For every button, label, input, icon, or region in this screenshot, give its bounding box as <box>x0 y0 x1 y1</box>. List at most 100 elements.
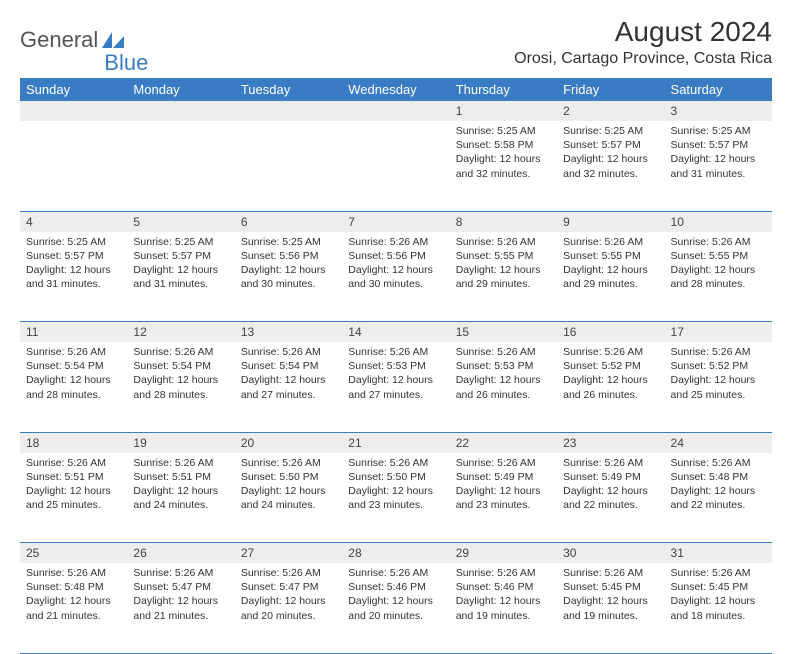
day-number-cell: 6 <box>235 211 342 232</box>
weekday-header: Thursday <box>450 78 557 101</box>
day-cell <box>342 121 449 211</box>
sunset-line: Sunset: 5:57 PM <box>133 249 228 263</box>
day-content-row: Sunrise: 5:26 AMSunset: 5:54 PMDaylight:… <box>20 342 772 432</box>
day-number-cell: 17 <box>665 322 772 343</box>
day-cell: Sunrise: 5:26 AMSunset: 5:52 PMDaylight:… <box>557 342 664 432</box>
day-cell: Sunrise: 5:26 AMSunset: 5:54 PMDaylight:… <box>235 342 342 432</box>
day-cell-body: Sunrise: 5:26 AMSunset: 5:52 PMDaylight:… <box>557 342 664 408</box>
daylight-line: Daylight: 12 hours and 28 minutes. <box>26 373 121 401</box>
day-number-cell: 26 <box>127 543 234 564</box>
sunrise-line: Sunrise: 5:26 AM <box>348 235 443 249</box>
day-cell: Sunrise: 5:25 AMSunset: 5:57 PMDaylight:… <box>557 121 664 211</box>
daylight-line: Daylight: 12 hours and 27 minutes. <box>241 373 336 401</box>
day-cell <box>20 121 127 211</box>
sunrise-line: Sunrise: 5:25 AM <box>133 235 228 249</box>
sunrise-line: Sunrise: 5:25 AM <box>26 235 121 249</box>
day-number-cell: 16 <box>557 322 664 343</box>
sunset-line: Sunset: 5:56 PM <box>348 249 443 263</box>
daylight-line: Daylight: 12 hours and 21 minutes. <box>133 594 228 622</box>
daylight-line: Daylight: 12 hours and 31 minutes. <box>133 263 228 291</box>
sunrise-line: Sunrise: 5:25 AM <box>456 124 551 138</box>
sunset-line: Sunset: 5:54 PM <box>26 359 121 373</box>
day-cell: Sunrise: 5:26 AMSunset: 5:49 PMDaylight:… <box>450 453 557 543</box>
day-cell-body: Sunrise: 5:25 AMSunset: 5:57 PMDaylight:… <box>127 232 234 298</box>
daynum-row: 18192021222324 <box>20 432 772 453</box>
day-number-cell: 7 <box>342 211 449 232</box>
weekday-header-row: SundayMondayTuesdayWednesdayThursdayFrid… <box>20 78 772 101</box>
day-cell: Sunrise: 5:25 AMSunset: 5:57 PMDaylight:… <box>665 121 772 211</box>
weekday-header: Saturday <box>665 78 772 101</box>
day-cell-body: Sunrise: 5:26 AMSunset: 5:51 PMDaylight:… <box>20 453 127 519</box>
day-number-cell <box>20 101 127 121</box>
sunset-line: Sunset: 5:52 PM <box>563 359 658 373</box>
day-cell-body: Sunrise: 5:25 AMSunset: 5:58 PMDaylight:… <box>450 121 557 187</box>
sunrise-line: Sunrise: 5:25 AM <box>241 235 336 249</box>
weekday-header: Wednesday <box>342 78 449 101</box>
sunrise-line: Sunrise: 5:26 AM <box>133 456 228 470</box>
sunrise-line: Sunrise: 5:26 AM <box>456 345 551 359</box>
daylight-line: Daylight: 12 hours and 31 minutes. <box>26 263 121 291</box>
day-cell: Sunrise: 5:26 AMSunset: 5:46 PMDaylight:… <box>450 563 557 653</box>
daylight-line: Daylight: 12 hours and 28 minutes. <box>671 263 766 291</box>
day-cell: Sunrise: 5:26 AMSunset: 5:54 PMDaylight:… <box>127 342 234 432</box>
day-content-row: Sunrise: 5:25 AMSunset: 5:58 PMDaylight:… <box>20 121 772 211</box>
daylight-line: Daylight: 12 hours and 29 minutes. <box>563 263 658 291</box>
day-cell-body: Sunrise: 5:26 AMSunset: 5:48 PMDaylight:… <box>665 453 772 519</box>
sunset-line: Sunset: 5:51 PM <box>133 470 228 484</box>
daylight-line: Daylight: 12 hours and 32 minutes. <box>456 152 551 180</box>
day-number-cell: 3 <box>665 101 772 121</box>
sunrise-line: Sunrise: 5:26 AM <box>563 345 658 359</box>
day-cell: Sunrise: 5:26 AMSunset: 5:53 PMDaylight:… <box>342 342 449 432</box>
sunset-line: Sunset: 5:45 PM <box>563 580 658 594</box>
sunset-line: Sunset: 5:52 PM <box>671 359 766 373</box>
sunset-line: Sunset: 5:55 PM <box>671 249 766 263</box>
calendar-table: SundayMondayTuesdayWednesdayThursdayFrid… <box>20 78 772 654</box>
weekday-header: Sunday <box>20 78 127 101</box>
day-number-cell: 31 <box>665 543 772 564</box>
daynum-row: 25262728293031 <box>20 543 772 564</box>
calendar-body: 123Sunrise: 5:25 AMSunset: 5:58 PMDaylig… <box>20 101 772 653</box>
day-cell-body: Sunrise: 5:26 AMSunset: 5:53 PMDaylight:… <box>450 342 557 408</box>
daynum-row: 123 <box>20 101 772 121</box>
day-number-cell: 30 <box>557 543 664 564</box>
day-cell: Sunrise: 5:26 AMSunset: 5:48 PMDaylight:… <box>20 563 127 653</box>
sunrise-line: Sunrise: 5:26 AM <box>241 345 336 359</box>
day-cell-body: Sunrise: 5:26 AMSunset: 5:47 PMDaylight:… <box>127 563 234 629</box>
sunrise-line: Sunrise: 5:26 AM <box>133 566 228 580</box>
day-cell: Sunrise: 5:26 AMSunset: 5:51 PMDaylight:… <box>20 453 127 543</box>
day-cell: Sunrise: 5:25 AMSunset: 5:58 PMDaylight:… <box>450 121 557 211</box>
sunset-line: Sunset: 5:49 PM <box>456 470 551 484</box>
sunrise-line: Sunrise: 5:26 AM <box>26 456 121 470</box>
sunset-line: Sunset: 5:57 PM <box>671 138 766 152</box>
sunrise-line: Sunrise: 5:26 AM <box>133 345 228 359</box>
day-number-cell: 27 <box>235 543 342 564</box>
day-cell: Sunrise: 5:26 AMSunset: 5:45 PMDaylight:… <box>665 563 772 653</box>
day-content-row: Sunrise: 5:26 AMSunset: 5:48 PMDaylight:… <box>20 563 772 653</box>
daylight-line: Daylight: 12 hours and 19 minutes. <box>563 594 658 622</box>
weekday-header: Monday <box>127 78 234 101</box>
sunrise-line: Sunrise: 5:26 AM <box>563 235 658 249</box>
daylight-line: Daylight: 12 hours and 30 minutes. <box>348 263 443 291</box>
daylight-line: Daylight: 12 hours and 22 minutes. <box>563 484 658 512</box>
sunset-line: Sunset: 5:53 PM <box>456 359 551 373</box>
sunrise-line: Sunrise: 5:26 AM <box>241 566 336 580</box>
daylight-line: Daylight: 12 hours and 28 minutes. <box>133 373 228 401</box>
day-cell: Sunrise: 5:26 AMSunset: 5:55 PMDaylight:… <box>450 232 557 322</box>
day-cell: Sunrise: 5:26 AMSunset: 5:47 PMDaylight:… <box>235 563 342 653</box>
day-cell: Sunrise: 5:26 AMSunset: 5:50 PMDaylight:… <box>235 453 342 543</box>
day-cell: Sunrise: 5:26 AMSunset: 5:55 PMDaylight:… <box>665 232 772 322</box>
day-cell-body: Sunrise: 5:26 AMSunset: 5:49 PMDaylight:… <box>557 453 664 519</box>
daylight-line: Daylight: 12 hours and 24 minutes. <box>133 484 228 512</box>
day-number-cell: 18 <box>20 432 127 453</box>
day-cell-body: Sunrise: 5:26 AMSunset: 5:48 PMDaylight:… <box>20 563 127 629</box>
daylight-line: Daylight: 12 hours and 31 minutes. <box>671 152 766 180</box>
sunset-line: Sunset: 5:47 PM <box>241 580 336 594</box>
day-number-cell: 24 <box>665 432 772 453</box>
day-number-cell: 20 <box>235 432 342 453</box>
sunset-line: Sunset: 5:49 PM <box>563 470 658 484</box>
daylight-line: Daylight: 12 hours and 20 minutes. <box>241 594 336 622</box>
sunrise-line: Sunrise: 5:26 AM <box>563 456 658 470</box>
top-bar: General Blue August 2024 Orosi, Cartago … <box>20 16 772 68</box>
day-cell-body: Sunrise: 5:26 AMSunset: 5:47 PMDaylight:… <box>235 563 342 629</box>
sunset-line: Sunset: 5:46 PM <box>348 580 443 594</box>
